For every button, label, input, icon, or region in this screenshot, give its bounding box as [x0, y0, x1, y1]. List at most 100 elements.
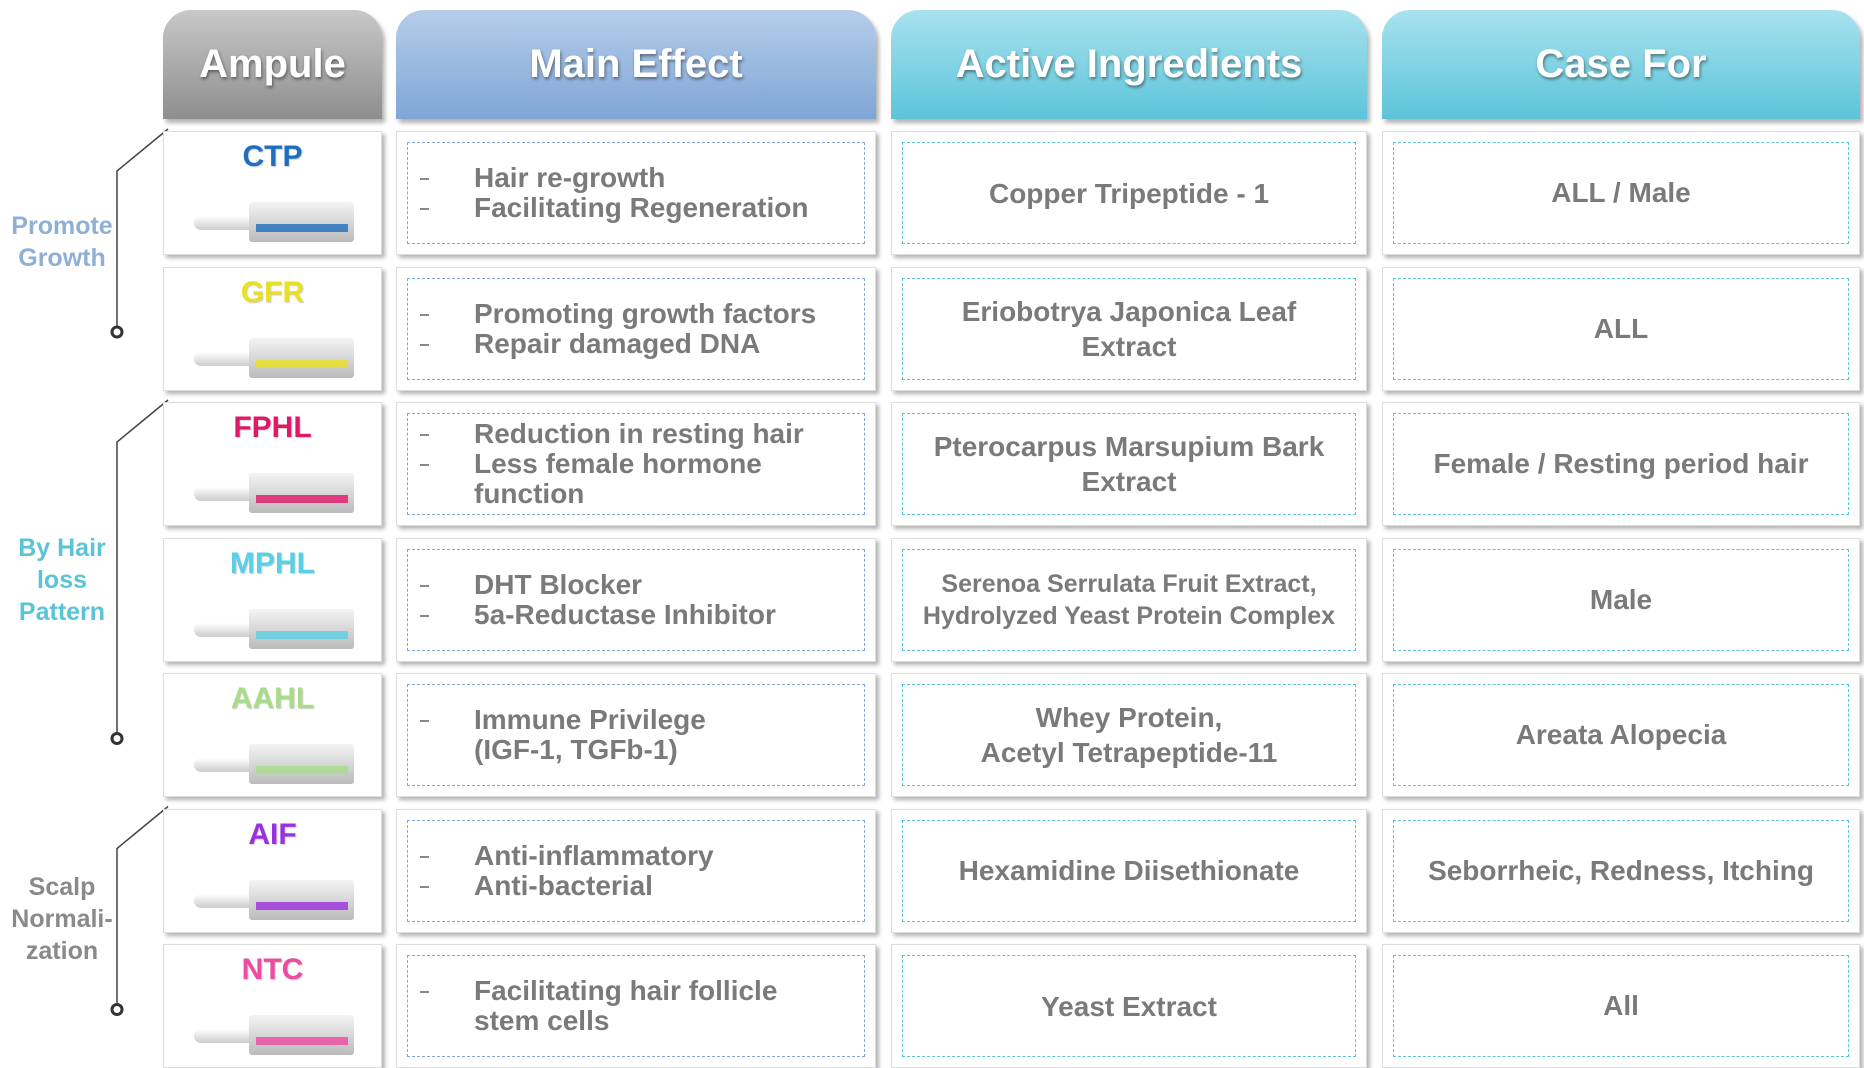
case-box: Male	[1393, 548, 1849, 651]
tube-band	[256, 495, 348, 503]
bullet-dash	[420, 614, 429, 617]
tube-body	[249, 1015, 354, 1055]
ingredient-text: Acetyl Tetrapeptide-11	[980, 737, 1278, 768]
effect-cell: Promoting growth factors Repair damaged D…	[396, 266, 876, 391]
tube-tip	[194, 351, 254, 366]
tube-body	[249, 473, 354, 513]
ampule-code: GFR	[240, 275, 305, 309]
effect-box: Immune Privilege (IGF-1, TGFb-1)	[407, 684, 865, 786]
case-text: All	[1603, 990, 1639, 1021]
ampule-code: AAHL	[230, 682, 315, 715]
ampule-code: CTP	[242, 140, 303, 173]
effect-text: Reduction in resting hair	[474, 418, 804, 449]
effect-box: Facilitating hair follicle stem cells	[407, 955, 865, 1057]
ampule-cell: FPHL	[163, 402, 382, 526]
case-cell: Male	[1382, 537, 1860, 662]
case-box: All	[1393, 955, 1849, 1057]
group-label-line: Scalp	[28, 873, 96, 901]
ingredient-box: Serenoa Serrulata Fruit Extract, Hydrolyz…	[902, 548, 1356, 651]
effect-cell: Reduction in resting hair Less female hor…	[396, 402, 876, 526]
ingredient-box: Yeast Extract	[902, 955, 1356, 1057]
bullet-dash	[420, 343, 429, 346]
ampule-tube	[194, 608, 354, 649]
tube-tip	[194, 758, 254, 772]
ingredient-text: Copper Tripeptide - 1	[988, 177, 1270, 209]
bracket-line	[116, 805, 169, 1010]
tube-band	[256, 359, 348, 368]
effect-cell: Hair re-growth Facilitating Regeneration	[396, 131, 876, 255]
ingredient-text: Whey Protein,	[1035, 702, 1223, 733]
effect-text: DHT Blocker	[474, 568, 643, 600]
case-box: Seborrheic, Redness, Itching	[1393, 819, 1849, 922]
effect-text: Immune Privilege	[474, 704, 706, 735]
ampule-code: FPHL	[233, 411, 312, 444]
effect-box: DHT Blocker 5a-Reductase Inhibitor	[407, 548, 865, 651]
tube-tip	[194, 622, 254, 637]
group-label-line: loss	[36, 566, 88, 595]
column-header: Active Ingredients	[891, 10, 1367, 119]
effect-item: Immune Privilege (IGF-1, TGFb-1)	[408, 705, 864, 765]
tube-tip	[194, 1029, 254, 1043]
ampule-cell: AIF	[163, 808, 382, 933]
ingredient-text: Hexamidine Diisethionate	[958, 855, 1300, 886]
bracket-line	[110, 325, 124, 339]
effect-text: Promoting growth factors	[474, 297, 817, 329]
effect-text: Repair damaged DNA	[474, 327, 761, 359]
effect-text: Anti-bacterial	[474, 869, 653, 901]
case-cell: Female / Resting period hair	[1382, 402, 1860, 526]
ingredient-cell: Hexamidine Diisethionate	[891, 808, 1367, 933]
tube-band	[256, 1037, 348, 1045]
ingredient-text: Pterocarpus Marsupium Bark	[933, 431, 1325, 462]
ampule-tube	[194, 473, 354, 513]
ingredient-cell: Pterocarpus Marsupium Bark Extract	[891, 402, 1367, 526]
bullet-dash	[420, 178, 429, 180]
tube-body	[249, 202, 354, 242]
group-label-line: Promote	[11, 211, 113, 240]
ingredient-box: Pterocarpus Marsupium Bark Extract	[902, 413, 1356, 515]
ingredient-cell: Whey Protein, Acetyl Tetrapeptide-11	[891, 673, 1367, 797]
effect-box: Promoting growth factors Repair damaged D…	[407, 277, 865, 380]
ingredient-text: Serenoa Serrulata Fruit Extract,	[941, 569, 1317, 598]
ingredient-box: Copper Tripeptide - 1	[902, 142, 1356, 244]
effect-item: 5a-Reductase Inhibitor	[408, 598, 864, 630]
ampule-tube	[194, 1015, 354, 1055]
effect-item: Facilitating Regeneration	[408, 193, 864, 223]
effect-text: 5a-Reductase Inhibitor	[474, 598, 776, 630]
effect-cell: Anti-inflammatory Anti-bacterial	[396, 808, 876, 933]
bullet-dash	[420, 434, 429, 436]
ampule-code: MPHL	[230, 546, 315, 580]
effect-item: Anti-inflammatory	[408, 840, 864, 871]
bracket-line	[110, 1003, 124, 1016]
ingredient-box: Whey Protein, Acetyl Tetrapeptide-11	[902, 684, 1356, 786]
tube-body	[249, 879, 354, 920]
ampule-cell: MPHL	[163, 537, 382, 662]
ampule-tube	[194, 337, 354, 378]
column-header: Ampule	[163, 10, 382, 119]
case-text: Seborrheic, Redness, Itching	[1428, 854, 1814, 886]
case-text: Areata Alopecia	[1515, 719, 1727, 750]
case-cell: ALL	[1382, 266, 1860, 391]
effect-text: Facilitating Regeneration	[474, 192, 809, 223]
group-label-line: Normali-	[11, 905, 113, 933]
case-cell: Areata Alopecia	[1382, 673, 1860, 797]
effect-item: Less female hormone function	[408, 449, 864, 509]
case-box: Female / Resting period hair	[1393, 413, 1849, 515]
column-header: Case For	[1382, 10, 1860, 119]
tube-band	[256, 630, 348, 639]
effect-text: function	[474, 478, 585, 509]
effect-text: stem cells	[474, 1005, 610, 1036]
tube-band	[256, 224, 348, 232]
group-label-line: zation	[25, 937, 99, 965]
effect-text: (IGF-1, TGFb-1)	[474, 734, 678, 765]
case-text: ALL	[1593, 312, 1649, 344]
effect-text: Facilitating hair follicle	[474, 975, 778, 1006]
effect-text: Hair re-growth	[474, 162, 666, 193]
tube-band	[256, 901, 348, 910]
bracket-line	[116, 128, 169, 332]
bullet-dash	[420, 720, 429, 722]
case-box: ALL	[1393, 277, 1849, 380]
effect-item: Repair damaged DNA	[408, 327, 864, 359]
ingredient-text: Yeast Extract	[1041, 990, 1217, 1022]
